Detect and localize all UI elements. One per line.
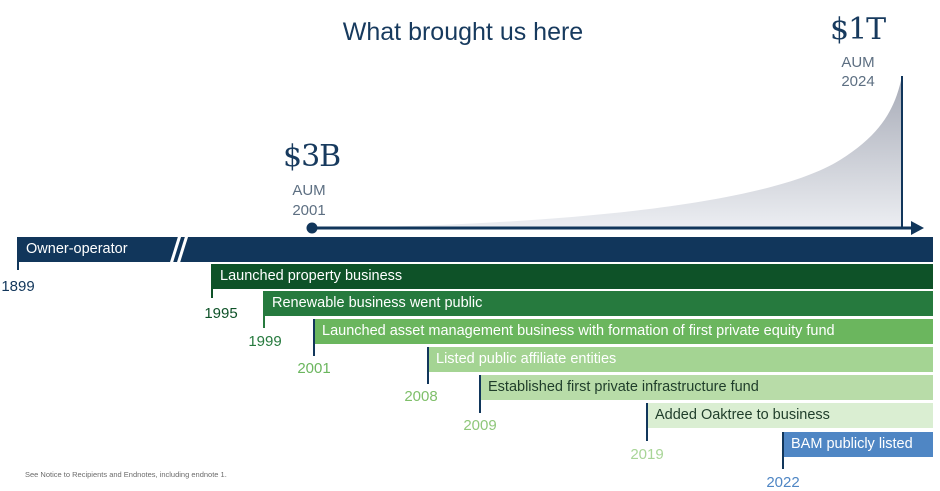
year-label-2022: 2022 xyxy=(766,474,800,491)
start-amount: $3B xyxy=(283,139,341,174)
end-amount: $1T xyxy=(830,12,886,47)
page-title: What brought us here xyxy=(342,18,584,46)
milestone-bar-1995: Launched property business xyxy=(212,264,933,289)
milestone-bar-1899: Owner-operator xyxy=(18,237,933,262)
milestone-bar-2019: Added Oaktree to business xyxy=(647,403,933,428)
footnote: See Notice to Recipients and Endnotes, i… xyxy=(25,470,227,479)
tick-1899 xyxy=(17,237,19,270)
tick-2008 xyxy=(427,347,429,384)
tick-1995 xyxy=(211,264,213,298)
year-label-2001: 2001 xyxy=(297,360,331,377)
milestone-bar-1999: Renewable business went public xyxy=(264,291,933,316)
end-aum-label: AUM xyxy=(841,54,875,71)
growth-area xyxy=(312,76,902,228)
tick-2019 xyxy=(646,403,648,441)
milestone-bar-2008: Listed public affiliate entities xyxy=(428,347,933,372)
start-aum-label: AUM xyxy=(292,182,326,199)
tick-2022 xyxy=(782,432,784,469)
start-dot xyxy=(306,222,318,234)
end-year: 2024 xyxy=(841,73,875,90)
tick-1999 xyxy=(263,291,265,328)
timeline-break-icon xyxy=(166,230,190,266)
milestone-bar-2022: BAM publicly listed xyxy=(783,432,933,457)
year-label-1999: 1999 xyxy=(248,333,282,350)
tick-2001 xyxy=(313,319,315,356)
start-year: 2001 xyxy=(292,202,326,219)
year-label-1995: 1995 xyxy=(204,305,238,322)
milestone-bar-2009: Established first private infrastructure… xyxy=(480,375,933,400)
year-label-1899: 1899 xyxy=(1,278,35,295)
tick-2009 xyxy=(479,375,481,413)
year-label-2008: 2008 xyxy=(404,388,438,405)
year-label-2009: 2009 xyxy=(463,417,497,434)
year-label-2019: 2019 xyxy=(630,446,664,463)
arrow-head-icon xyxy=(911,221,924,235)
milestone-bar-2001: Launched asset management business with … xyxy=(314,319,933,344)
